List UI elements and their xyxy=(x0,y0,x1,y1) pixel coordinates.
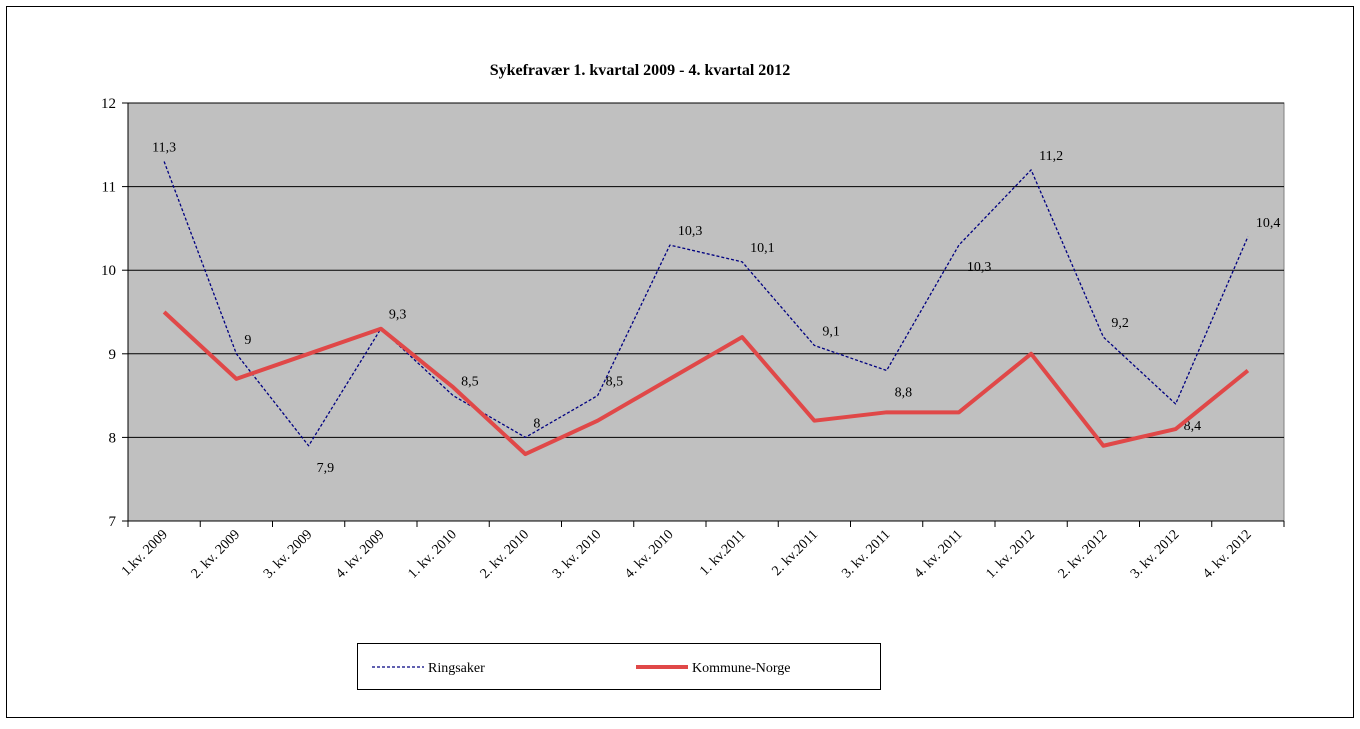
y-tick-label: 8 xyxy=(109,430,117,446)
data-label: 10,3 xyxy=(678,224,703,239)
data-label: 10,4 xyxy=(1256,216,1281,231)
chart-title: Sykefravær 1. kvartal 2009 - 4. kvartal … xyxy=(490,62,791,79)
plot-area xyxy=(127,102,1285,522)
data-label: 10,3 xyxy=(967,260,992,275)
y-tick-label: 7 xyxy=(109,514,117,530)
data-label: 11,2 xyxy=(1039,149,1063,164)
data-label: 10,1 xyxy=(750,241,775,256)
series-line xyxy=(163,161,1249,447)
data-label: 9,3 xyxy=(389,308,407,323)
data-label: 11,3 xyxy=(152,141,176,156)
y-tick-label: 11 xyxy=(102,180,116,196)
legend-label: Kommune-Norge xyxy=(692,661,791,676)
data-label: 9,2 xyxy=(1111,316,1129,331)
legend xyxy=(357,643,881,690)
data-label: 8,5 xyxy=(461,375,479,390)
y-tick-label: 10 xyxy=(101,263,116,279)
data-label: 8,4 xyxy=(1184,419,1202,434)
data-label: 7,9 xyxy=(317,461,335,476)
data-label: 8 xyxy=(533,416,540,431)
data-label: 8,5 xyxy=(606,375,624,390)
data-label: 9 xyxy=(244,333,251,348)
data-label: 9,1 xyxy=(822,324,840,339)
series-line xyxy=(162,310,1250,457)
y-tick-label: 12 xyxy=(101,96,116,112)
y-tick-label: 9 xyxy=(109,347,117,363)
data-label: 8,8 xyxy=(895,386,913,401)
legend-label: Ringsaker xyxy=(428,661,485,676)
